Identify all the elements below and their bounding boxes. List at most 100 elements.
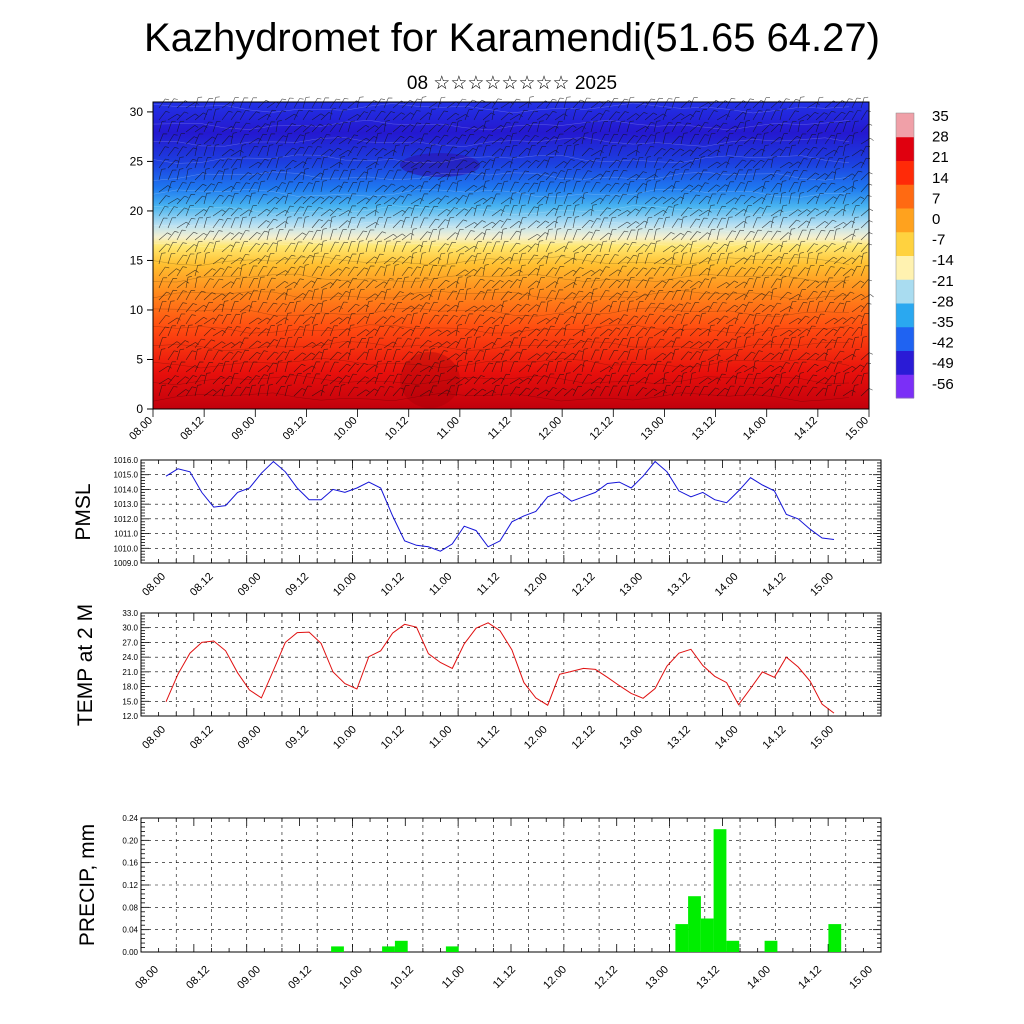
isotherm bbox=[152, 238, 850, 250]
x-tick-label: 08.12 bbox=[188, 571, 216, 599]
precip-bar bbox=[394, 940, 408, 952]
isotherm bbox=[152, 273, 850, 283]
x-tick-label: 11.00 bbox=[435, 415, 462, 442]
x-tick-label: 14.12 bbox=[796, 964, 824, 992]
temperature-section-panel: 0 5 10 15 20 25 30 08.00 08.12 09.00 09.12 10.00 10.… bbox=[127, 96, 874, 443]
y-tick-label: 0.12 bbox=[122, 881, 138, 890]
y-tick-label: 1014.0 bbox=[114, 485, 139, 494]
precip-bar bbox=[700, 918, 714, 952]
y-tick-label: 0.08 bbox=[122, 903, 138, 912]
precip-bar bbox=[764, 940, 778, 952]
x-tick-label: 12.12 bbox=[570, 724, 598, 752]
x-tick-label: 13.12 bbox=[690, 415, 718, 443]
isotherm bbox=[152, 102, 850, 114]
y-tick-label: 0.04 bbox=[122, 926, 138, 935]
isotherm bbox=[152, 357, 850, 369]
y-tick-label: 27.0 bbox=[122, 638, 138, 647]
y-tick-label: 24.0 bbox=[122, 653, 138, 662]
y-tick-label: 12.0 bbox=[122, 712, 138, 721]
x-tick-label: 09.00 bbox=[235, 964, 263, 992]
x-tick-label: 14.12 bbox=[760, 571, 788, 599]
x-tick-label: 15.00 bbox=[808, 571, 836, 599]
colorbar-label: 21 bbox=[932, 149, 949, 166]
isotherm bbox=[152, 290, 850, 300]
x-tick-label: 11.12 bbox=[475, 724, 502, 751]
colorbar-label: -28 bbox=[932, 293, 954, 310]
x-tick-label: 12.00 bbox=[522, 571, 550, 599]
colorbar-segment bbox=[896, 208, 914, 233]
x-tick-label: 14.00 bbox=[713, 724, 741, 752]
colorbar-label: -35 bbox=[932, 314, 954, 331]
colorbar-segment bbox=[896, 255, 914, 280]
x-tick-label: 15.00 bbox=[808, 724, 836, 752]
isotherm bbox=[152, 137, 850, 147]
y-tick-label: 1016.0 bbox=[114, 456, 139, 465]
x-tick-label: 14.12 bbox=[760, 724, 788, 752]
pmsl-series-line bbox=[165, 460, 835, 552]
colorbar-segment bbox=[896, 374, 914, 399]
x-tick-label: 09.12 bbox=[283, 724, 311, 752]
x-tick-label: 08.00 bbox=[133, 964, 161, 992]
y-tick-label: 1010.0 bbox=[114, 544, 139, 553]
x-tick-label: 09.12 bbox=[283, 571, 311, 599]
x-tick-label: 12.00 bbox=[522, 724, 550, 752]
x-tick-label: 10.12 bbox=[383, 415, 411, 443]
colorbar-segment bbox=[896, 113, 914, 138]
x-tick-label: 13.12 bbox=[665, 724, 693, 752]
x-tick-label: 13.00 bbox=[617, 724, 645, 752]
x-tick-label: 10.12 bbox=[388, 964, 416, 992]
x-tick-label: 15.00 bbox=[847, 964, 875, 992]
x-tick-label: 10.12 bbox=[379, 724, 407, 752]
y-axis-label: PRECIP, mm bbox=[76, 824, 99, 946]
precip-bar bbox=[828, 924, 842, 952]
colorbar-segment bbox=[896, 303, 914, 328]
y-tick-label: 0.16 bbox=[122, 859, 138, 868]
x-tick-label: 11.12 bbox=[491, 964, 518, 991]
panel-frame bbox=[140, 817, 882, 953]
x-tick-label: 10.00 bbox=[332, 415, 360, 443]
x-tick-label: 12.12 bbox=[570, 571, 598, 599]
temp-series-line bbox=[165, 622, 835, 714]
x-tick-label: 08.00 bbox=[140, 724, 168, 752]
y-tick-label: 1012.0 bbox=[114, 515, 139, 524]
chart-subtitle: 08 ☆☆☆☆☆☆☆☆ 2025 bbox=[406, 73, 618, 94]
chart-title: Kazhydromet for Karamendi(51.65 64.27) bbox=[144, 16, 880, 60]
precip-bar bbox=[675, 924, 689, 952]
x-tick-label: 10.00 bbox=[331, 724, 359, 752]
x-tick-label: 09.00 bbox=[236, 724, 264, 752]
precip-bar bbox=[445, 946, 459, 952]
colorbar-label: 28 bbox=[932, 129, 949, 146]
precip-bar bbox=[713, 829, 727, 952]
y-axis-label: TEMP at 2 M bbox=[74, 604, 97, 726]
x-tick-label: 14.12 bbox=[792, 415, 820, 443]
x-tick-label: 14.00 bbox=[741, 415, 769, 443]
y-tick-label: 21.0 bbox=[122, 668, 138, 677]
y-tick-label: 10 bbox=[130, 303, 144, 317]
x-tick-label: 13.00 bbox=[617, 571, 645, 599]
y-tick-label: 30.0 bbox=[122, 624, 138, 633]
y-tick-label: 0.00 bbox=[122, 948, 138, 957]
colorbar-label: 7 bbox=[932, 190, 940, 207]
y-tick-label: 25 bbox=[130, 154, 144, 168]
y-tick-label: 1013.0 bbox=[114, 500, 139, 509]
pmsl-panel: 1009.0 1010.0 1011.0 1012.0 1013.0 1014.0 1015… bbox=[72, 456, 882, 599]
colorbar-label: 0 bbox=[932, 211, 940, 228]
colorbar-label: -21 bbox=[932, 273, 954, 290]
x-tick-label: 13.12 bbox=[694, 964, 722, 992]
colorbar-label: -14 bbox=[932, 252, 954, 269]
colorbar-label: -42 bbox=[932, 335, 954, 352]
colorbar-label: -7 bbox=[932, 232, 945, 249]
x-tick-label: 14.00 bbox=[713, 571, 741, 599]
x-tick-label: 11.00 bbox=[427, 724, 454, 751]
precip-bar bbox=[331, 946, 344, 952]
temperature-field bbox=[153, 102, 869, 409]
x-tick-label: 11.12 bbox=[486, 415, 513, 442]
colorbar-frame bbox=[895, 112, 915, 399]
x-tick-label: 12.00 bbox=[536, 415, 564, 443]
y-tick-label: 5 bbox=[136, 352, 143, 366]
precip-bar bbox=[382, 946, 395, 952]
colorbar-label: 35 bbox=[932, 108, 949, 125]
precip-bar bbox=[726, 940, 740, 952]
colorbar-segment bbox=[896, 136, 914, 161]
isotherm bbox=[152, 375, 850, 386]
